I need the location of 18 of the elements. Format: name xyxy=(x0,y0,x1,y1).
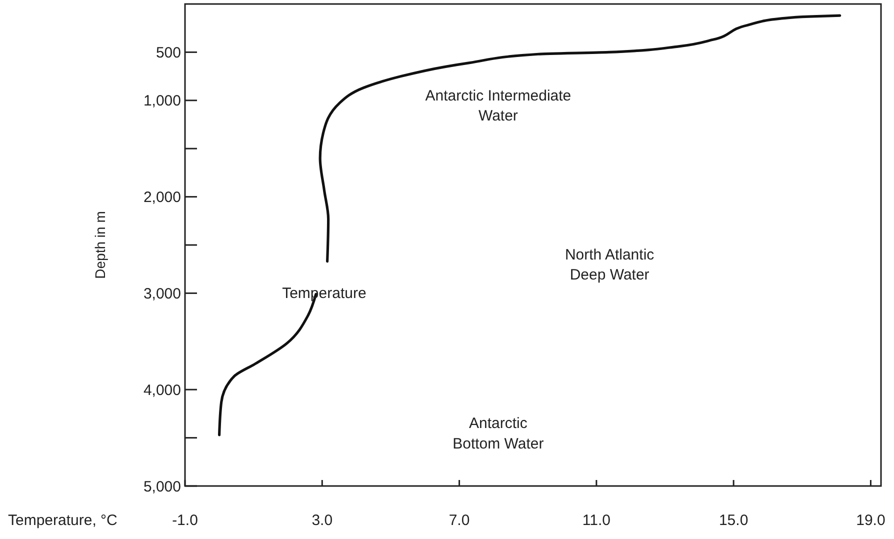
annotation: Temperature xyxy=(282,285,366,302)
y-tick-label: 2,000 xyxy=(143,189,181,206)
x-axis-title: Temperature, °C xyxy=(8,512,118,529)
annotation: North Atlantic Deep Water xyxy=(564,246,655,284)
y-tick-label: 3,000 xyxy=(143,285,181,302)
x-tick-label: 11.0 xyxy=(582,512,610,529)
x-tick-label: 3.0 xyxy=(312,512,333,529)
y-tick-label: 4,000 xyxy=(143,382,181,399)
x-tick-label: 15.0 xyxy=(718,512,748,529)
annotation: Antarctic Intermediate Water xyxy=(425,87,572,125)
x-tick-label: 19.0 xyxy=(856,512,886,529)
y-axis-title: Depth in m xyxy=(92,211,108,279)
y-tick-label: 500 xyxy=(156,44,181,62)
x-tick-label: 7.0 xyxy=(448,512,470,529)
x-tick-label: -1.0 xyxy=(172,512,198,529)
y-tick-label: 1,000 xyxy=(143,92,181,110)
y-tick-label: 5,000 xyxy=(143,478,181,496)
annotation: Antarctic Bottom Water xyxy=(452,415,544,452)
